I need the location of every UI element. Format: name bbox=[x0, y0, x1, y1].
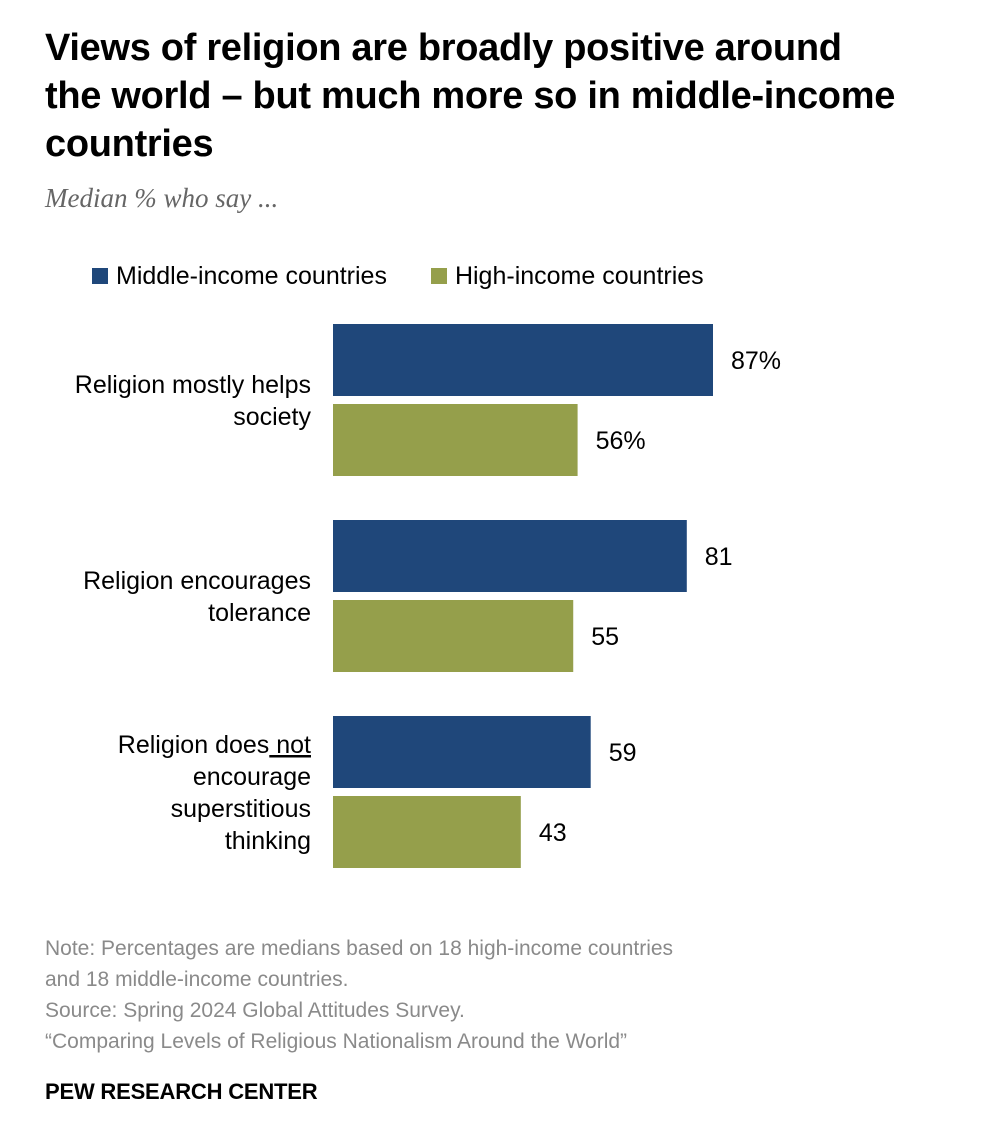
legend-swatch-high-income bbox=[430, 268, 447, 284]
bar-middle-income bbox=[333, 520, 687, 592]
note-line-2: and 18 middle-income countries. bbox=[45, 968, 349, 991]
chart-title: Views of religion are broadly positive a… bbox=[45, 27, 896, 165]
bar-value-label: 87% bbox=[731, 347, 781, 375]
chart-footer: Note: Percentages are medians based on 1… bbox=[45, 933, 673, 1057]
bar-chart: Religion mostly helps society87%56%Religi… bbox=[75, 324, 781, 868]
legend-label-high-income: High-income countries bbox=[454, 261, 704, 290]
bar-group: Religion does not encourage superstitious t… bbox=[118, 716, 637, 868]
report-title-line: “Comparing Levels of Religious Nationali… bbox=[45, 1030, 628, 1053]
note-line-1: Note: Percentages are medians based on 1… bbox=[45, 937, 674, 960]
bar-high-income bbox=[333, 796, 521, 868]
legend-label-middle-income: Middle-income countries bbox=[116, 261, 387, 290]
bar-high-income bbox=[333, 404, 578, 476]
bar-group: Religion encourages tolerance 81 55 bbox=[83, 520, 733, 672]
category-label: Religion encourages tolerance bbox=[83, 567, 311, 627]
bar-value-label: 43 bbox=[539, 819, 567, 847]
legend-swatch-middle-income bbox=[92, 268, 108, 284]
legend-item-high-income: High-income countries bbox=[430, 261, 704, 291]
bar-value-label: 56% bbox=[596, 427, 646, 455]
bar-value-label: 55 bbox=[591, 623, 619, 651]
bar-group: Religion mostly helps society 87% 56% bbox=[75, 324, 781, 476]
legend-item-middle-income: Middle-income countries bbox=[92, 262, 387, 291]
brand-logo-text: PEW RESEARCH CENTER bbox=[45, 1079, 318, 1104]
bar-middle-income bbox=[333, 324, 713, 396]
bar-value-label: 59 bbox=[609, 739, 637, 767]
category-label: Religion mostly helps society bbox=[75, 371, 312, 431]
source-line: Source: Spring 2024 Global Attitudes Sur… bbox=[45, 999, 465, 1022]
chart-legend: Middle-income countries High-income coun… bbox=[92, 259, 748, 293]
bar-high-income bbox=[333, 600, 574, 672]
chart-subtitle: Median % who say ... bbox=[45, 183, 279, 213]
bar-middle-income bbox=[333, 716, 591, 788]
category-label: Religion does not encourage superstitious t… bbox=[118, 731, 311, 855]
bar-value-label: 81 bbox=[705, 543, 733, 571]
